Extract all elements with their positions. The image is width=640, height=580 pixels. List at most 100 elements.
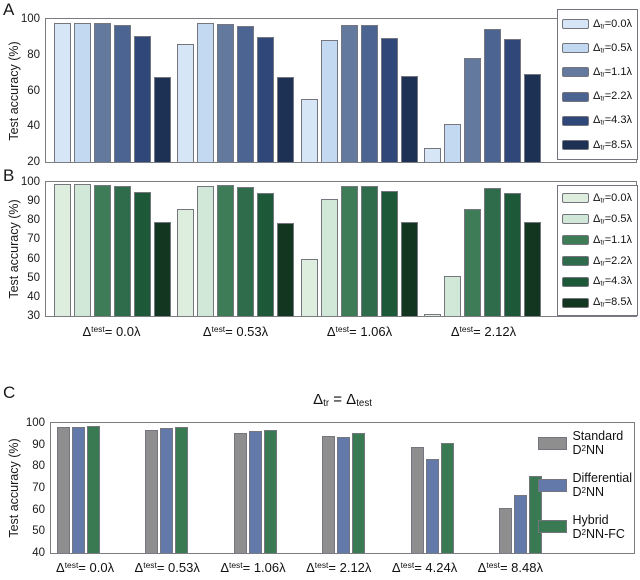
bar — [443, 275, 461, 316]
bar — [233, 432, 247, 553]
legend-item: Δtr=1.1λ — [562, 66, 633, 79]
bar-group-1 — [177, 19, 295, 162]
y-tick-label: 80 — [27, 48, 40, 61]
bar — [74, 22, 91, 162]
bar — [94, 184, 111, 316]
legend-item: Δtr=2.2λ — [562, 254, 633, 268]
bar-group-5 — [498, 423, 542, 553]
legend-label: Δtr=8.5λ — [593, 296, 632, 309]
bar — [248, 430, 262, 553]
bar-group-0 — [54, 19, 171, 162]
y-tick-label: 60 — [27, 252, 40, 265]
bar — [74, 183, 91, 316]
bar-group-1 — [177, 182, 295, 316]
legend-label: Δtr=2.2λ — [593, 254, 632, 268]
bar — [337, 437, 351, 553]
legend-label: Δtr=4.3λ — [593, 275, 632, 289]
bar — [160, 428, 174, 553]
y-tick-label: 60 — [32, 503, 45, 516]
bar — [114, 25, 131, 162]
bar — [523, 74, 541, 162]
bar — [503, 192, 521, 316]
bar — [352, 432, 366, 553]
legend-swatch — [538, 478, 568, 492]
legend: Δtr=0.0λ Δtr=0.5λ Δtr=1.1λ Δtr=2.2λ Δtr=4.3λ… — [557, 185, 638, 316]
y-tick-label: 40 — [27, 290, 40, 303]
bar — [463, 58, 481, 162]
legend-label: Δtr=0.5λ — [593, 212, 632, 226]
bar — [320, 40, 338, 162]
bar — [400, 76, 418, 162]
bar — [257, 192, 275, 316]
bar — [134, 191, 151, 316]
legend-label: Δtr=1.1λ — [593, 233, 632, 247]
y-tick-label: 100 — [20, 176, 40, 188]
bar — [483, 187, 501, 316]
bar-groups — [46, 182, 636, 316]
legend-swatch — [562, 297, 589, 308]
legend-item: Δtr=4.3λ — [562, 114, 633, 127]
legend-item: Hybrid D2NN-FC — [538, 513, 632, 542]
chart-title: Δtr = Δtest — [313, 391, 372, 410]
bar — [340, 25, 358, 162]
legend-swatch — [562, 67, 589, 78]
legend-item: Δtr=0.0λ — [562, 18, 633, 30]
legend-item: Δtr=8.5λ — [562, 296, 633, 309]
bar — [154, 77, 171, 162]
y-tick-label: 40 — [27, 120, 40, 133]
panel-letter-c: C — [3, 383, 16, 402]
bar — [197, 23, 215, 162]
bar-group-2 — [300, 19, 418, 162]
bar — [483, 28, 501, 162]
bar — [400, 222, 418, 316]
legend-item: Δtr=0.5λ — [562, 213, 633, 226]
legend-label: Δtr=0.0λ — [593, 192, 632, 205]
legend-label: Δtr=8.5λ — [593, 138, 632, 152]
bar — [237, 186, 255, 316]
panel-b-plot-area: 100 90 80 70 60 50 40 30 Δtr=0.0λ Δtr=0.5λ Δtr=1.1… — [21, 176, 638, 322]
bar — [423, 147, 441, 162]
legend: Standard D2NN Differential D2NN Hybrid D2NN-F… — [538, 429, 632, 541]
bar — [175, 427, 189, 553]
legend-swatch — [562, 214, 589, 225]
legend-label: Δtr=4.3λ — [593, 114, 632, 127]
y-tick-label: 70 — [27, 233, 40, 246]
bar — [277, 77, 295, 162]
bar — [463, 208, 481, 316]
y-tick-label: 100 — [25, 417, 45, 429]
legend-item: Δtr=4.3λ — [562, 275, 633, 288]
legend-swatch — [562, 235, 589, 246]
bar — [320, 199, 338, 316]
bar — [257, 36, 275, 162]
bar — [380, 190, 398, 316]
bar-group-3 — [322, 423, 366, 553]
bar — [263, 429, 277, 553]
bar — [94, 23, 111, 162]
legend-swatch — [562, 91, 589, 102]
bar-group-1 — [145, 423, 189, 553]
legend-swatch — [538, 520, 568, 534]
legend-item: Differential D2NN — [538, 471, 632, 500]
y-tick-label: 90 — [27, 195, 40, 208]
bar — [300, 99, 318, 162]
bar — [528, 476, 542, 553]
bar — [177, 208, 195, 316]
bar — [145, 429, 159, 553]
bar — [197, 185, 215, 316]
bar — [134, 35, 151, 162]
y-tick-label: 70 — [32, 482, 45, 494]
y-tick-label: 60 — [27, 84, 40, 97]
legend-swatch — [562, 115, 589, 126]
legend-swatch — [562, 276, 589, 287]
bar — [360, 185, 378, 316]
legend-swatch — [562, 43, 589, 54]
bar-group-2 — [233, 423, 277, 553]
y-tick-label: 100 — [20, 13, 40, 25]
bar — [322, 436, 336, 553]
